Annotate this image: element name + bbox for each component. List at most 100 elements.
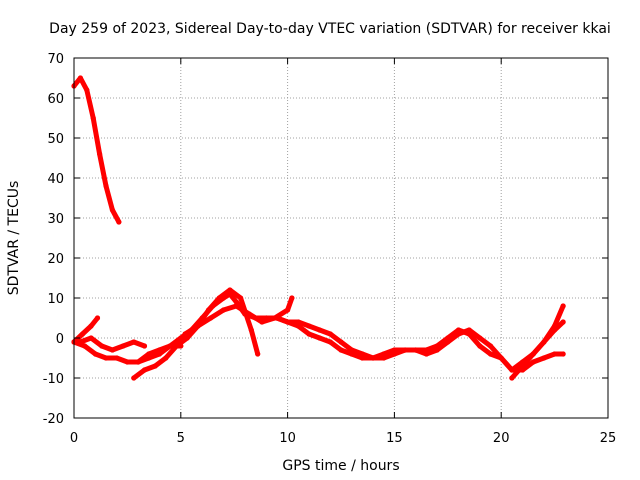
data-point <box>306 331 312 337</box>
data-point <box>233 303 239 309</box>
data-point <box>141 343 148 349</box>
data-point <box>152 363 158 369</box>
x-tick-label: 5 <box>177 431 185 446</box>
y-tick-label: 50 <box>47 132 64 147</box>
y-axis-title: SDTVAR / TECUs <box>6 181 22 296</box>
data-point <box>487 343 494 349</box>
data-point <box>295 319 301 325</box>
data-point <box>317 327 323 333</box>
data-point <box>338 347 344 353</box>
data-point <box>487 351 494 357</box>
data-point <box>445 339 451 345</box>
series-early-high <box>71 75 122 225</box>
y-tick-label: 0 <box>56 332 64 347</box>
data-point <box>208 315 214 321</box>
data-point <box>220 307 227 313</box>
data-point <box>255 351 261 357</box>
data-point <box>317 335 323 341</box>
data-point <box>120 343 126 349</box>
data-point <box>359 351 365 357</box>
data-point <box>381 355 387 361</box>
data-point <box>163 355 169 361</box>
series-layer <box>71 75 566 381</box>
data-point <box>455 331 462 337</box>
data-point <box>466 327 472 333</box>
data-point <box>205 307 212 313</box>
data-point <box>103 355 109 361</box>
data-point <box>560 303 566 309</box>
data-point <box>498 355 504 361</box>
data-point <box>238 295 244 301</box>
data-point <box>560 351 566 357</box>
data-point <box>285 307 291 313</box>
data-point <box>182 331 188 337</box>
data-point <box>195 323 201 329</box>
data-point <box>552 351 558 357</box>
series-trace-e <box>182 295 295 337</box>
y-tick-label: 20 <box>47 252 64 267</box>
data-point <box>184 335 190 341</box>
tick-layer: 0 5 10 15 20 25 -20 -10 0 10 20 30 40 50 60 70 <box>43 52 617 446</box>
data-point <box>88 335 94 341</box>
data-point <box>82 343 88 349</box>
data-point <box>391 351 397 357</box>
data-point <box>248 327 254 333</box>
plot-frame <box>73 57 609 419</box>
data-point <box>519 363 526 369</box>
data-point <box>141 367 148 373</box>
data-point <box>541 339 547 345</box>
data-point <box>109 347 116 353</box>
y-tick-label: -20 <box>43 412 64 427</box>
data-point <box>77 339 84 345</box>
data-point <box>114 355 120 361</box>
data-point <box>94 315 101 321</box>
x-tick-label: 15 <box>386 431 403 446</box>
data-point <box>167 343 173 349</box>
data-point <box>402 347 408 353</box>
data-point <box>509 375 515 381</box>
data-point <box>79 331 86 337</box>
data-point <box>131 339 137 345</box>
y-tick-label: 70 <box>47 52 64 67</box>
data-point <box>560 319 566 325</box>
data-point <box>216 295 222 301</box>
data-point <box>370 355 376 361</box>
data-point <box>246 311 252 317</box>
data-point <box>178 343 184 349</box>
data-point <box>84 87 90 93</box>
data-point <box>327 331 333 337</box>
y-tick-label: -10 <box>43 372 64 387</box>
data-point <box>289 295 295 301</box>
data-point <box>263 315 269 321</box>
data-point <box>285 319 291 325</box>
data-point <box>146 351 152 357</box>
data-point <box>135 359 141 365</box>
data-point <box>477 335 483 341</box>
data-point <box>233 299 239 305</box>
data-point <box>97 151 103 157</box>
data-point <box>103 183 109 189</box>
y-tick-label: 40 <box>47 172 64 187</box>
data-point <box>306 323 312 329</box>
data-point <box>423 351 430 357</box>
data-point <box>274 315 280 321</box>
data-point <box>88 323 94 329</box>
data-point <box>131 375 137 381</box>
x-axis-title: GPS time / hours <box>282 458 399 474</box>
data-point <box>259 319 265 325</box>
data-point <box>349 347 355 353</box>
x-tick-label: 0 <box>70 431 78 446</box>
y-tick-label: 10 <box>47 292 64 307</box>
y-tick-label: 60 <box>47 92 64 107</box>
data-point <box>327 339 333 345</box>
data-point <box>77 75 84 81</box>
grid-layer <box>74 58 608 418</box>
data-point <box>227 287 233 293</box>
x-tick-label: 25 <box>600 431 617 446</box>
chart-title: Day 259 of 2023, Sidereal Day-to-day VTE… <box>49 21 611 37</box>
data-point <box>124 359 130 365</box>
data-point <box>530 359 536 365</box>
y-tick-label: 30 <box>47 212 64 227</box>
data-point <box>434 347 440 353</box>
data-point <box>99 343 105 349</box>
